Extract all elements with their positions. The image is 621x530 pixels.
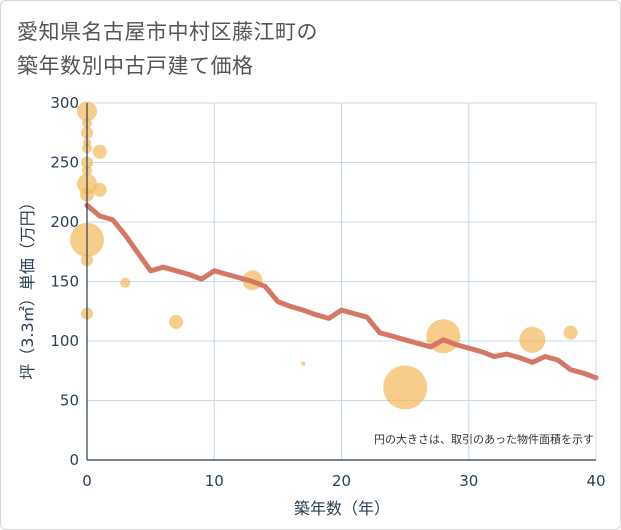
y-tick-label: 250 (50, 154, 79, 172)
trend-line-series (84, 202, 599, 381)
bubble-point (383, 365, 428, 410)
bubble-size-note: 円の大きさは、取引のあった物件面積を示す (374, 432, 594, 446)
bubble-point (120, 277, 131, 288)
x-tick-label: 30 (459, 472, 478, 490)
y-axis-label: 坪（3.3㎡）単価（万円） (18, 194, 37, 379)
y-tick-label: 50 (60, 392, 79, 410)
grid-lines (87, 102, 597, 460)
chart-title: 愛知県名古屋市中村区藤江町の 築年数別中古戸建て価格 (17, 15, 607, 83)
trend-line (84, 202, 599, 381)
chart-title-line-2: 築年数別中古戸建て価格 (17, 54, 254, 78)
y-tick-label: 300 (50, 94, 79, 112)
bubble-point (169, 314, 184, 329)
y-tick-label: 200 (50, 213, 79, 231)
bubble-point (563, 325, 578, 340)
tick-labels: 0 50 100 150 200 250 300 0 10 20 30 40 (50, 94, 605, 490)
x-tick-label: 20 (332, 472, 351, 490)
bubble-point (301, 361, 306, 366)
x-tick-label: 40 (586, 472, 605, 490)
chart-title-line-1: 愛知県名古屋市中村区藤江町の (17, 20, 318, 44)
y-tick-label: 150 (50, 273, 79, 291)
axes (86, 103, 596, 461)
bubble-point (519, 326, 546, 353)
bubble-series (70, 101, 578, 410)
y-tick-label: 0 (69, 451, 79, 469)
x-axis-label: 築年数（年） (294, 499, 390, 518)
bubble-point (92, 182, 107, 197)
x-tick-label: 10 (205, 472, 224, 490)
y-tick-label: 100 (50, 332, 79, 350)
x-tick-label: 0 (82, 472, 92, 490)
bubble-point (92, 144, 107, 159)
